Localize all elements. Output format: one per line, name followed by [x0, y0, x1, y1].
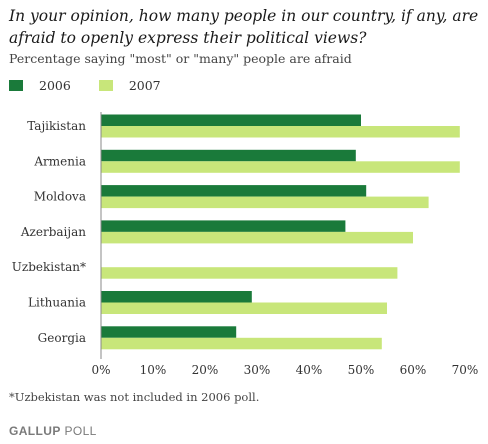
category-label-uzbekistan: Uzbekistan*	[12, 260, 86, 274]
x-tick-label-30: 30%	[244, 363, 271, 377]
bar-georgia-2007	[101, 337, 382, 350]
legend-label-2007: 2007	[128, 78, 161, 93]
legend-item-2006: 2006	[9, 78, 71, 93]
x-tick-label-60: 60%	[400, 363, 427, 377]
legend-swatch-2006	[9, 80, 23, 91]
x-tick-label-0: 0%	[91, 363, 110, 377]
bar-moldova-2006	[101, 185, 367, 197]
bar-georgia-2006	[101, 326, 237, 338]
legend: 2006 2007	[9, 78, 189, 93]
x-tick-label-50: 50%	[348, 363, 375, 377]
bar-uzbekistan-2007	[101, 267, 398, 279]
legend-swatch-2007	[98, 80, 113, 91]
chart-title: In your opinion, how many people in our …	[9, 7, 479, 47]
category-label-tajikistan: Tajikistan	[27, 119, 86, 133]
bar-moldova-2007	[101, 196, 429, 209]
legend-label-2006: 2006	[39, 78, 71, 93]
bar-tajikistan-2007	[101, 126, 460, 138]
bar-azerbaijan-2007	[101, 231, 413, 244]
x-tick-label-20: 20%	[192, 363, 219, 377]
category-label-moldova: Moldova	[34, 190, 86, 204]
category-label-lithuania: Lithuania	[28, 296, 86, 310]
legend-item-2007: 2007	[98, 78, 161, 93]
x-tick-label-70: 70%	[452, 363, 479, 377]
x-tick-label-40: 40%	[296, 363, 323, 377]
bar-azerbaijan-2006	[101, 220, 346, 232]
bar-tajikistan-2006	[101, 114, 361, 126]
bar-armenia-2007	[101, 161, 460, 173]
chart-subtitle: Percentage saying "most" or "many" peopl…	[9, 51, 352, 66]
bar-lithuania-2007	[101, 302, 387, 314]
gallup-poll-logo: GALLUP POLL	[9, 424, 97, 438]
bar-lithuania-2006	[101, 291, 252, 303]
category-label-georgia: Georgia	[38, 331, 86, 345]
footnote: *Uzbekistan was not included in 2006 pol…	[9, 390, 260, 404]
bar-armenia-2006	[101, 149, 356, 162]
x-tick-label-10: 10%	[140, 363, 167, 377]
category-label-armenia: Armenia	[33, 154, 86, 168]
category-label-azerbaijan: Azerbaijan	[20, 225, 86, 239]
